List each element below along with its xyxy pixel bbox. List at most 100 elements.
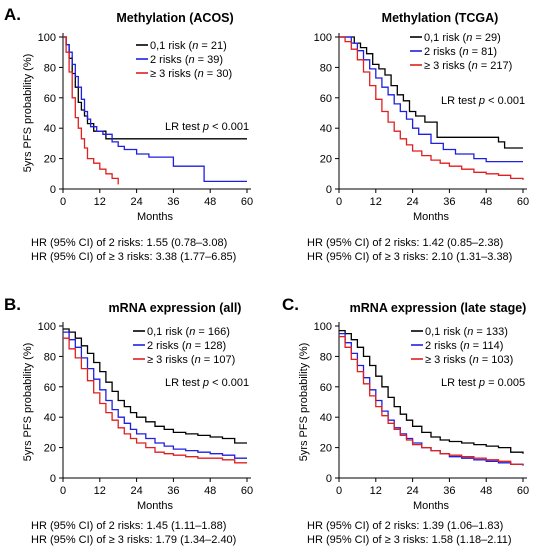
km-curve-1 bbox=[339, 36, 523, 149]
y-axis-title: 5yrs PFS probability (%) bbox=[22, 54, 34, 173]
panel-letter: C. bbox=[282, 295, 299, 314]
hazard-ratio-line: HR (95% CI) of 2 risks: 1.39 (1.06–1.83) bbox=[307, 520, 503, 532]
x-tick-label: 36 bbox=[167, 196, 179, 208]
lr-test-label: LR test p < 0.001 bbox=[165, 121, 249, 133]
km-curve-3 bbox=[63, 337, 247, 464]
x-tick-label: 0 bbox=[60, 196, 66, 208]
x-axis-title: Months bbox=[137, 211, 174, 223]
legend-entry: ≥ 3 risks (n = 217) bbox=[424, 60, 512, 72]
km-curve-3 bbox=[339, 36, 524, 180]
km-curve-1 bbox=[63, 328, 247, 444]
x-tick-label: 24 bbox=[130, 485, 142, 497]
chart-title: Methylation (TCGA) bbox=[382, 11, 499, 25]
x-tick-label: 60 bbox=[517, 485, 529, 497]
y-tick-label: 60 bbox=[44, 93, 56, 105]
x-tick-label: 48 bbox=[480, 196, 492, 208]
x-tick-label: 24 bbox=[406, 485, 418, 497]
panel-letter: A. bbox=[4, 5, 21, 24]
legend-entry: 2 risks (n = 128) bbox=[147, 340, 226, 352]
legend-entry: 0,1 risk (n = 166) bbox=[147, 326, 230, 338]
chart-title: mRNA expression (late stage) bbox=[350, 301, 527, 315]
km-curve-3 bbox=[63, 36, 119, 185]
km-panel-2: Methylation (TCGA) 0 20 40 60 80 100 0 12 24 36 48 6… bbox=[307, 11, 529, 263]
lr-test-label: LR test p < 0.001 bbox=[165, 377, 249, 389]
legend-entry: 2 risks (n = 81) bbox=[424, 46, 497, 58]
hazard-ratio-line: HR (95% CI) of ≥ 3 risks: 1.79 (1.34–2.4… bbox=[31, 534, 236, 546]
km-panel-4: C. mRNA expression (late stage) 0 20 40 60 80 1… bbox=[282, 295, 529, 546]
legend-entry: 0,1 risk (n = 29) bbox=[424, 32, 501, 44]
y-tick-label: 40 bbox=[320, 412, 332, 424]
hazard-ratio-line: HR (95% CI) of ≥ 3 risks: 2.10 (1.31–3.3… bbox=[307, 251, 512, 263]
legend-entry: 2 risks (n = 39) bbox=[150, 54, 223, 66]
x-tick-label: 36 bbox=[167, 485, 179, 497]
hazard-ratio-line: HR (95% CI) of 2 risks: 1.45 (1.11–1.88) bbox=[31, 520, 226, 532]
y-axis-title: 5yrs PFS probability (%) bbox=[22, 343, 34, 462]
y-tick-label: 0 bbox=[326, 184, 332, 196]
x-tick-label: 60 bbox=[517, 196, 529, 208]
hazard-ratio-line: HR (95% CI) of 2 risks: 1.55 (0.78–3.08) bbox=[31, 237, 227, 249]
y-tick-label: 80 bbox=[44, 351, 56, 363]
hazard-ratio-line: HR (95% CI) of ≥ 3 risks: 1.58 (1.18–2.1… bbox=[307, 534, 512, 546]
km-panel-1: A. Methylation (ACOS) 0 20 40 60 80 100 0 12 24 36 4… bbox=[4, 5, 253, 263]
y-tick-label: 60 bbox=[320, 382, 332, 394]
y-tick-label: 100 bbox=[314, 32, 332, 44]
x-tick-label: 0 bbox=[336, 485, 342, 497]
km-panel-3: B. mRNA expression (all) 0 20 40 60 80 100 0 12 24… bbox=[4, 295, 253, 546]
hazard-ratio-line: HR (95% CI) of ≥ 3 risks: 3.38 (1.77–6.8… bbox=[31, 251, 236, 263]
legend-entry: ≥ 3 risks (n = 103) bbox=[425, 354, 513, 366]
x-axis-title: Months bbox=[137, 500, 174, 512]
km-curve-2 bbox=[63, 36, 247, 183]
chart-title: mRNA expression (all) bbox=[109, 301, 242, 315]
x-tick-label: 60 bbox=[241, 196, 253, 208]
y-tick-label: 60 bbox=[44, 382, 56, 394]
y-tick-label: 80 bbox=[320, 351, 332, 363]
x-tick-label: 36 bbox=[443, 485, 455, 497]
y-tick-label: 0 bbox=[50, 184, 56, 196]
y-axis-title: 5yrs PFS probability (%) bbox=[298, 343, 310, 462]
chart-title: Methylation (ACOS) bbox=[116, 11, 233, 25]
x-tick-label: 12 bbox=[370, 196, 382, 208]
y-tick-label: 0 bbox=[326, 473, 332, 485]
x-tick-label: 24 bbox=[130, 196, 142, 208]
y-tick-label: 20 bbox=[320, 443, 332, 455]
x-axis-title: Months bbox=[413, 500, 450, 512]
x-tick-label: 48 bbox=[480, 485, 492, 497]
x-tick-label: 12 bbox=[94, 485, 106, 497]
x-tick-label: 12 bbox=[94, 196, 106, 208]
legend-entry: 0,1 risk (n = 133) bbox=[425, 326, 508, 338]
x-tick-label: 12 bbox=[370, 485, 382, 497]
y-tick-label: 100 bbox=[38, 32, 56, 44]
km-curve-2 bbox=[339, 36, 523, 163]
y-tick-label: 40 bbox=[44, 412, 56, 424]
y-tick-label: 20 bbox=[320, 154, 332, 166]
km-curve-2 bbox=[63, 331, 247, 459]
y-tick-label: 20 bbox=[44, 443, 56, 455]
y-tick-label: 40 bbox=[44, 123, 56, 135]
x-tick-label: 60 bbox=[241, 485, 253, 497]
y-tick-label: 60 bbox=[320, 93, 332, 105]
legend-entry: 0,1 risk (n = 21) bbox=[150, 40, 227, 52]
y-tick-label: 20 bbox=[44, 154, 56, 166]
x-axis-title: Months bbox=[413, 211, 450, 223]
legend-entry: ≥ 3 risks (n = 107) bbox=[147, 354, 235, 366]
km-curve-1 bbox=[339, 329, 524, 454]
panel-letter: B. bbox=[4, 295, 21, 314]
y-tick-label: 40 bbox=[320, 123, 332, 135]
lr-test-label: LR test p = 0.005 bbox=[441, 377, 525, 389]
x-tick-label: 36 bbox=[443, 196, 455, 208]
legend-entry: ≥ 3 risks (n = 30) bbox=[150, 68, 232, 80]
lr-test-label: LR test p < 0.001 bbox=[441, 95, 525, 107]
km-curve-3 bbox=[339, 335, 523, 465]
y-tick-label: 80 bbox=[320, 62, 332, 74]
x-tick-label: 48 bbox=[204, 196, 216, 208]
x-tick-label: 0 bbox=[60, 485, 66, 497]
y-tick-label: 100 bbox=[38, 321, 56, 333]
y-tick-label: 100 bbox=[314, 321, 332, 333]
x-tick-label: 0 bbox=[336, 196, 342, 208]
y-tick-label: 80 bbox=[44, 62, 56, 74]
x-tick-label: 24 bbox=[406, 196, 418, 208]
y-tick-label: 0 bbox=[50, 473, 56, 485]
hazard-ratio-line: HR (95% CI) of 2 risks: 1.42 (0.85–2.38) bbox=[307, 237, 503, 249]
legend-entry: 2 risks (n = 114) bbox=[425, 340, 503, 352]
